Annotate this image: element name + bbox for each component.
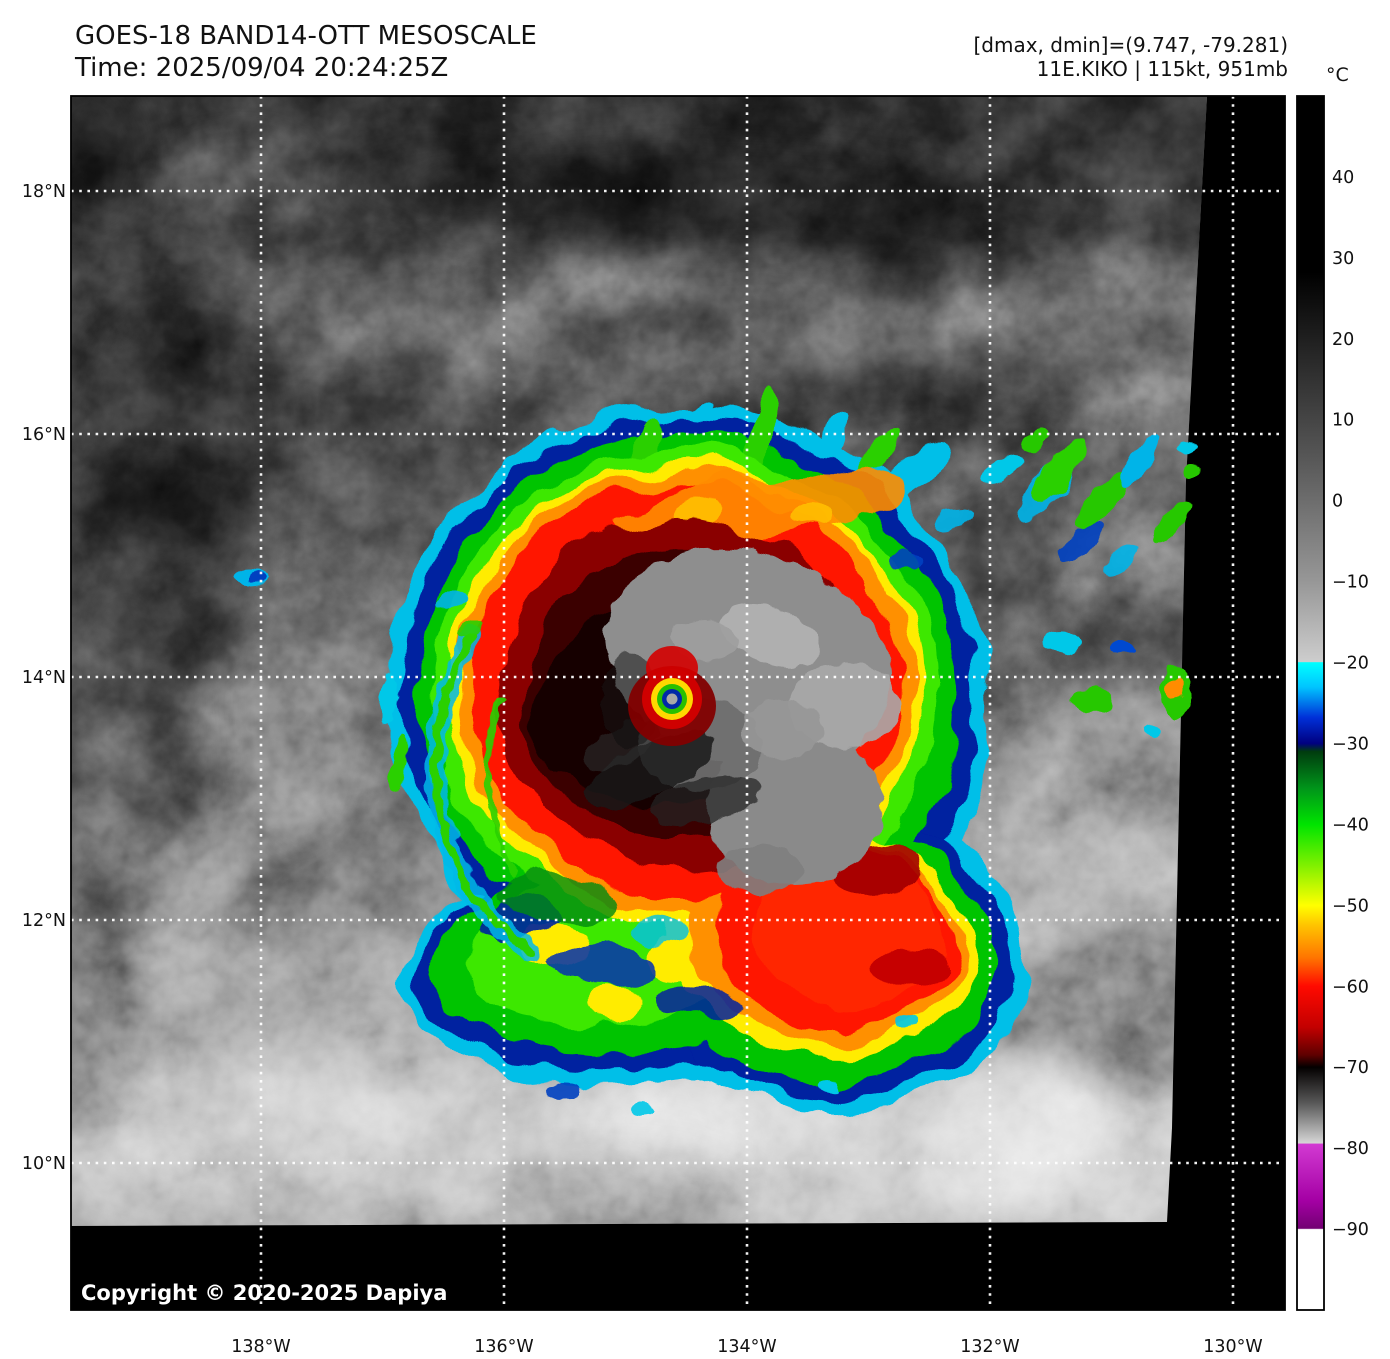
colorbar-tick-label: −40 bbox=[1332, 815, 1369, 835]
speck bbox=[1020, 429, 1050, 451]
colorbar-tick-label: −30 bbox=[1332, 734, 1369, 754]
axis-labels: 18°N 16°N 14°N 12°N 10°N 138°W 136°W 134°W 132°W… bbox=[22, 182, 1263, 1357]
speck bbox=[980, 455, 1024, 485]
speck bbox=[630, 1102, 654, 1114]
storm-blob bbox=[586, 986, 642, 1022]
warm-eye-blob bbox=[649, 775, 763, 825]
speck bbox=[458, 621, 482, 635]
lat-tick-label: 16°N bbox=[22, 425, 66, 445]
lon-tick-label: 138°W bbox=[231, 1337, 290, 1357]
colorbar-tick-label: 20 bbox=[1332, 330, 1354, 350]
speck bbox=[1075, 475, 1129, 529]
lat-tick-label: 18°N bbox=[22, 182, 66, 202]
colorbar-tick-label: −10 bbox=[1332, 573, 1369, 593]
colorbar-tick-label: 10 bbox=[1332, 411, 1354, 431]
colorbar-tick-label: 40 bbox=[1332, 168, 1354, 188]
colorbar-tick-label: −50 bbox=[1332, 896, 1369, 916]
lat-tick-label: 10°N bbox=[22, 1154, 66, 1174]
colorbar-tick-label: −80 bbox=[1332, 1139, 1369, 1159]
storm-blob bbox=[644, 938, 704, 978]
lon-tick-label: 132°W bbox=[960, 1337, 1019, 1357]
colorbar-gradient bbox=[1296, 95, 1325, 1311]
spiral-arm bbox=[431, 631, 537, 957]
annotation-dmax-dmin: [dmax, dmin]=(9.747, -79.281) bbox=[973, 33, 1288, 57]
colorbar-tick-label: 0 bbox=[1332, 492, 1343, 512]
storm-blob bbox=[654, 982, 746, 1022]
speck bbox=[892, 1014, 918, 1030]
warm-eye-blob bbox=[718, 846, 802, 894]
annotation-storm-id: 11E.KIKO | 115kt, 951mb bbox=[1037, 57, 1288, 81]
speck bbox=[1120, 436, 1160, 488]
latlon-gridlines bbox=[71, 96, 1285, 1310]
speck bbox=[389, 734, 409, 790]
warm-eye-blob bbox=[720, 604, 820, 668]
speck bbox=[1032, 438, 1088, 502]
lon-tick-label: 136°W bbox=[474, 1337, 533, 1357]
lon-tick-label: 134°W bbox=[717, 1337, 776, 1357]
speck bbox=[1102, 544, 1138, 576]
colorbar: 40 30 20 10 0 −10 −20 −30 −40 −50 −60 −70 −80 −90 bbox=[1296, 95, 1369, 1311]
speck bbox=[816, 1081, 840, 1095]
map-plot-area bbox=[71, 96, 1285, 1310]
warm-eye-blob bbox=[671, 620, 739, 660]
storm-blob bbox=[786, 504, 834, 528]
storm-blob bbox=[874, 943, 938, 989]
speck bbox=[1183, 462, 1199, 478]
figure-title: GOES-18 BAND14-OTT MESOSCALE bbox=[75, 21, 537, 51]
lat-tick-label: 14°N bbox=[22, 668, 66, 688]
speck bbox=[887, 551, 923, 569]
speck bbox=[436, 590, 468, 610]
speck bbox=[1108, 640, 1136, 656]
lon-tick-label: 130°W bbox=[1203, 1337, 1262, 1357]
speck bbox=[546, 1084, 578, 1100]
speck bbox=[1070, 688, 1114, 712]
speck bbox=[378, 676, 400, 724]
colorbar-tick-label: −90 bbox=[1332, 1220, 1369, 1240]
speck bbox=[934, 509, 970, 531]
speck bbox=[1142, 726, 1162, 738]
speck bbox=[1059, 522, 1105, 562]
storm-blob bbox=[882, 441, 948, 499]
colorbar-unit-label: °C bbox=[1326, 64, 1349, 86]
lat-tick-label: 12°N bbox=[22, 911, 66, 931]
storm-blob bbox=[550, 946, 654, 986]
colorbar-tick-label: 30 bbox=[1332, 249, 1354, 269]
convective-specks-layer bbox=[233, 429, 1199, 1114]
storm-blob bbox=[748, 388, 776, 468]
speck bbox=[249, 573, 265, 581]
speck bbox=[1153, 501, 1191, 543]
colorbar-tick-label: −60 bbox=[1332, 977, 1369, 997]
speck bbox=[1176, 441, 1196, 451]
colorbar-tick-label: −70 bbox=[1332, 1058, 1369, 1078]
spiral-arm-inner bbox=[484, 696, 520, 878]
eye-ring bbox=[666, 693, 678, 705]
speck bbox=[1168, 677, 1184, 699]
warm-eye-blob bbox=[742, 700, 822, 760]
speck bbox=[1042, 632, 1082, 652]
colorbar-tick-label: −20 bbox=[1332, 654, 1369, 674]
warm-eye-blob bbox=[585, 732, 715, 808]
storm-blob bbox=[862, 425, 898, 479]
hurricane-eye bbox=[628, 646, 716, 746]
storm-blob bbox=[630, 916, 690, 944]
storm-blob bbox=[498, 876, 622, 924]
plot-border bbox=[70, 95, 1286, 1311]
map-copyright: Copyright © 2020-2025 Dapiya bbox=[81, 1281, 447, 1305]
figure-time: Time: 2025/09/04 20:24:25Z bbox=[74, 53, 448, 83]
